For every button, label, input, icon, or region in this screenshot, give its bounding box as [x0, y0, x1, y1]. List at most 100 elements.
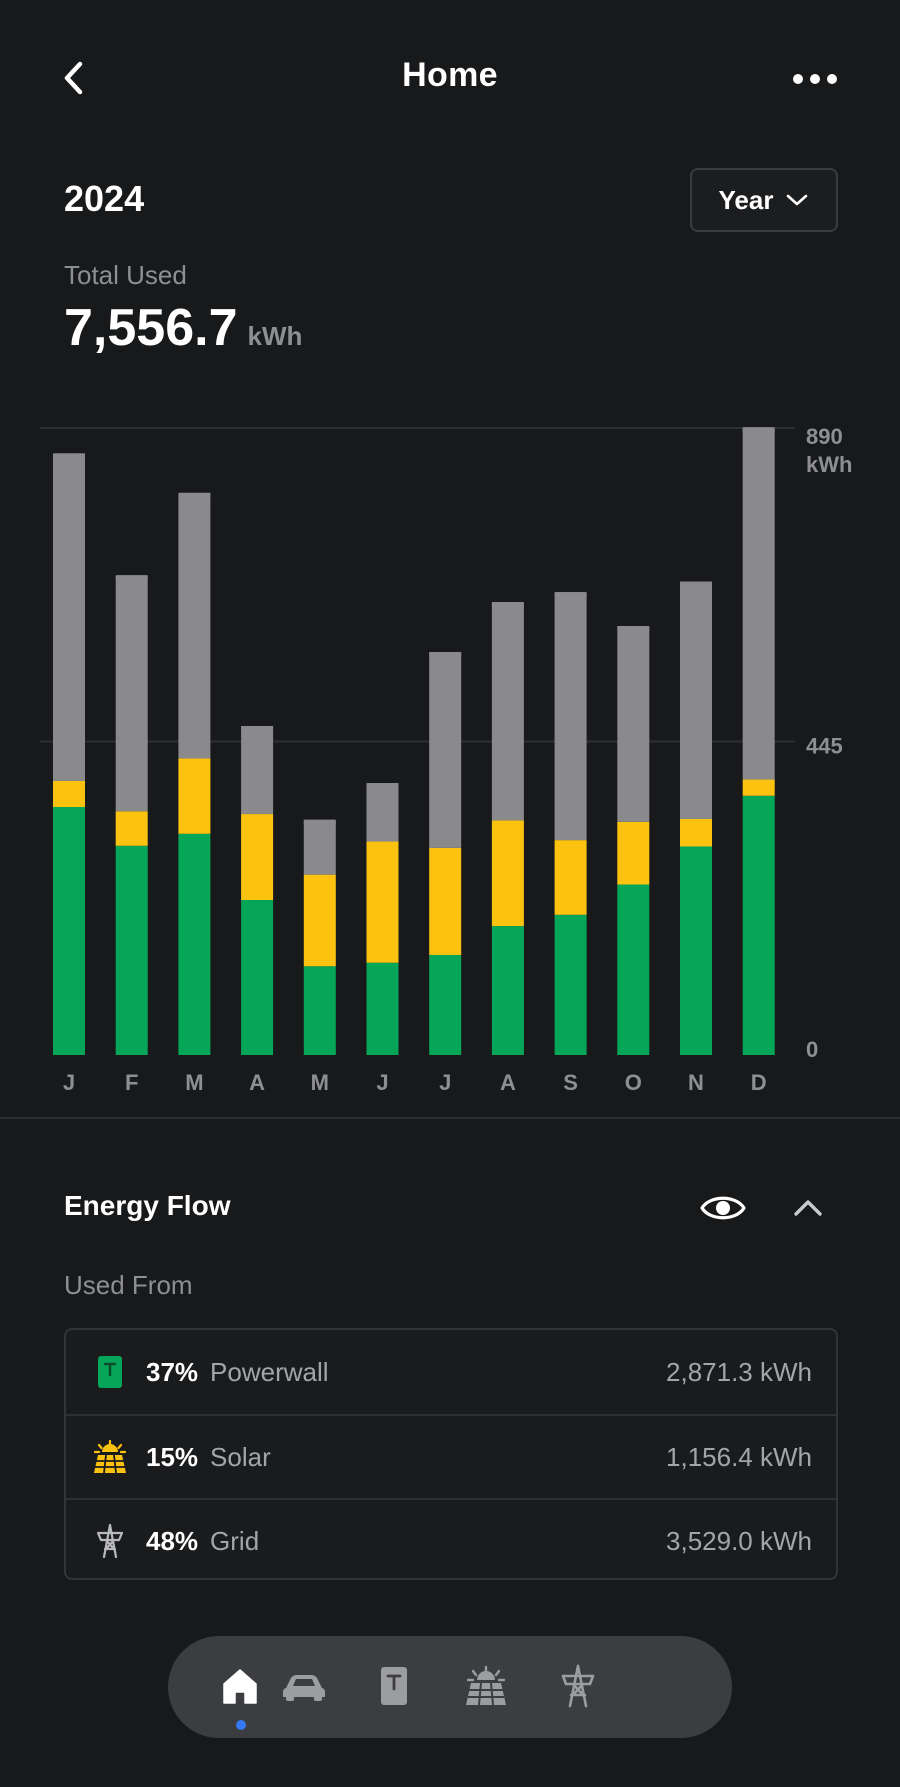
bar-segment-solar[interactable] — [115, 811, 148, 846]
page-title: Home — [402, 56, 498, 94]
tab-home[interactable] — [212, 1658, 268, 1714]
app-header: Home — [0, 0, 900, 160]
source-name: Grid — [210, 1525, 260, 1556]
bar-cap — [491, 602, 524, 609]
used-from-label: Used From — [64, 1270, 193, 1300]
total-used-unit: kWh — [247, 321, 303, 351]
x-tick-label: J — [439, 1070, 451, 1095]
bar-segment-powerwall[interactable] — [680, 846, 712, 1055]
back-button[interactable] — [56, 56, 96, 100]
bar-segment-grid[interactable] — [491, 602, 524, 821]
chevron-left-icon — [64, 61, 83, 95]
bar-segment-powerwall[interactable] — [241, 900, 274, 1055]
bar-segment-grid[interactable] — [115, 575, 148, 812]
tab-solar[interactable] — [458, 1658, 514, 1714]
tab-grid[interactable] — [550, 1658, 606, 1714]
bar-segment-powerwall[interactable] — [617, 884, 650, 1055]
period-selector[interactable]: Year — [690, 168, 838, 232]
bar-cap — [241, 726, 274, 733]
total-used-number: 7,556.7 — [64, 299, 238, 357]
more-options-button[interactable] — [790, 64, 840, 94]
source-row-solar[interactable]: 15% Solar 1,156.4 kWh — [66, 1414, 836, 1498]
bar-segment-powerwall[interactable] — [303, 966, 336, 1055]
bar-segment-grid[interactable] — [680, 581, 712, 819]
bar-segment-grid[interactable] — [617, 625, 650, 822]
bar-segment-powerwall[interactable] — [554, 914, 587, 1055]
bar-cap — [429, 652, 462, 659]
source-name: Powerwall — [210, 1356, 329, 1387]
chevron-up-icon — [794, 1200, 822, 1216]
bar-segment-grid[interactable] — [742, 427, 775, 780]
bar-segment-solar[interactable] — [742, 779, 775, 796]
section-divider — [0, 1117, 900, 1119]
bar-segment-solar[interactable] — [554, 840, 587, 915]
total-used-value: 7,556.7 kWh — [64, 298, 302, 358]
bar-segment-solar[interactable] — [366, 841, 399, 963]
bar-segment-solar[interactable] — [491, 820, 524, 927]
bar-segment-grid[interactable] — [241, 726, 274, 815]
monthly-usage-chart-svg: 890 kWh 445 0 J F M A M J J A S O N D — [40, 424, 852, 1095]
bar-segment-solar[interactable] — [178, 758, 211, 834]
grid-tower-icon — [561, 1664, 595, 1708]
bar-segment-powerwall[interactable] — [742, 795, 775, 1055]
bar-cap — [178, 492, 211, 499]
more-dots-icon — [793, 74, 837, 84]
bar-segment-grid[interactable] — [303, 819, 336, 875]
tab-powerwall[interactable] — [366, 1658, 422, 1714]
bar-segment-grid[interactable] — [178, 492, 211, 759]
bar-cap — [303, 819, 336, 826]
x-tick-label: J — [376, 1070, 388, 1095]
bar-cap — [115, 575, 148, 582]
year-label: 2024 — [64, 178, 145, 219]
bar-segment-powerwall[interactable] — [429, 954, 462, 1055]
visibility-toggle-button[interactable] — [698, 1188, 748, 1228]
solar-icon — [466, 1665, 506, 1706]
bar-cap — [53, 453, 85, 460]
y-tick-unit-label: kWh — [806, 452, 852, 477]
x-tick-label: A — [249, 1070, 265, 1095]
grid-tower-icon — [92, 1523, 128, 1559]
source-value: 1,156.4 kWh — [666, 1441, 812, 1472]
collapse-section-button[interactable] — [788, 1188, 828, 1228]
x-tick-label: O — [625, 1070, 642, 1095]
period-selector-label: Year — [718, 184, 774, 215]
bar-cap — [617, 625, 650, 632]
y-tick-label: 445 — [806, 734, 843, 759]
x-tick-label: M — [185, 1070, 203, 1095]
x-tick-label: S — [563, 1070, 578, 1095]
bar-segment-grid[interactable] — [53, 453, 85, 781]
source-row-grid[interactable]: 48% Grid 3,529.0 kWh — [66, 1498, 836, 1582]
monthly-usage-chart: 890 kWh 445 0 J F M A M J J A S O N D — [0, 400, 900, 1120]
bottom-tab-bar — [168, 1636, 732, 1738]
bar-segment-solar[interactable] — [429, 847, 462, 955]
x-tick-label: N — [688, 1070, 704, 1095]
car-icon — [283, 1675, 325, 1701]
bar-segment-powerwall[interactable] — [53, 807, 85, 1055]
bar-segment-solar[interactable] — [241, 814, 274, 901]
bar-segment-grid[interactable] — [366, 783, 399, 842]
solar-icon — [92, 1439, 128, 1475]
bar-segment-powerwall[interactable] — [115, 845, 148, 1055]
bar-segment-solar[interactable] — [53, 780, 85, 808]
bar-segment-powerwall[interactable] — [366, 962, 399, 1055]
bar-segment-grid[interactable] — [429, 652, 462, 848]
bar-cap — [366, 783, 399, 790]
x-tick-label: F — [125, 1070, 138, 1095]
bar-segment-solar[interactable] — [617, 821, 650, 885]
source-percent: 48% — [146, 1525, 199, 1556]
bar-segment-powerwall[interactable] — [178, 833, 211, 1055]
eye-icon — [700, 1196, 746, 1220]
bar-segment-solar[interactable] — [303, 874, 336, 967]
energy-flow-title: Energy Flow — [64, 1190, 231, 1221]
bar-segment-solar[interactable] — [680, 818, 712, 847]
active-tab-indicator — [236, 1720, 246, 1730]
x-tick-label: A — [500, 1070, 516, 1095]
tab-vehicle[interactable] — [276, 1658, 332, 1714]
source-value: 3,529.0 kWh — [666, 1525, 812, 1556]
bar-cap — [680, 581, 712, 588]
bar-segment-powerwall[interactable] — [491, 926, 524, 1055]
source-row-powerwall[interactable]: 37% Powerwall 2,871.3 kWh — [66, 1330, 836, 1414]
x-tick-label: D — [751, 1070, 767, 1095]
bar-segment-grid[interactable] — [554, 592, 587, 841]
powerwall-icon — [381, 1667, 407, 1705]
